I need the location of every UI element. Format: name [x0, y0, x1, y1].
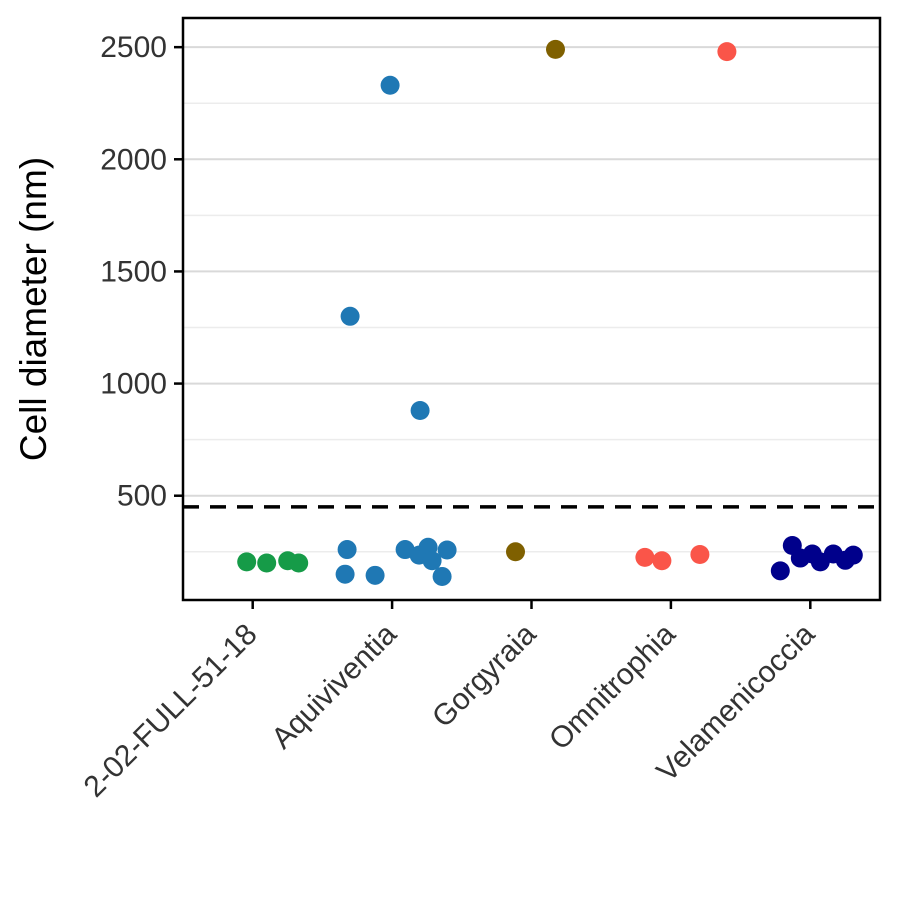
data-point	[289, 553, 309, 573]
data-point	[340, 306, 360, 326]
data-point	[432, 566, 452, 586]
data-point	[380, 75, 400, 95]
data-point	[365, 565, 385, 585]
y-axis-title: Cell diameter (nm)	[13, 157, 54, 461]
x-category-label: Aquiviventia	[265, 617, 403, 755]
data-point	[506, 542, 525, 562]
y-tick-label: 1000	[100, 368, 167, 401]
plot-area	[181, 16, 882, 602]
data-point	[410, 400, 430, 420]
x-category-label: Omnitrophia	[543, 617, 682, 756]
x-category-label: Gorgyraia	[426, 617, 543, 734]
data-point	[690, 544, 710, 564]
data-point	[337, 540, 357, 560]
y-tick-label: 500	[117, 480, 167, 513]
y-tick-label: 1500	[100, 255, 167, 288]
data-point	[652, 551, 672, 571]
data-point	[237, 552, 257, 572]
data-point	[843, 545, 863, 565]
x-category-label: 2-02-FULL-51-18	[78, 618, 264, 804]
panel-background	[183, 18, 880, 600]
data-point	[437, 540, 457, 560]
data-point	[770, 561, 790, 581]
data-point	[717, 42, 737, 62]
data-point	[546, 39, 565, 59]
y-tick-label: 2000	[100, 143, 167, 176]
data-point	[335, 564, 355, 584]
data-point	[635, 547, 655, 567]
data-point	[422, 551, 442, 571]
y-tick-label: 2500	[100, 31, 167, 64]
data-point	[257, 553, 277, 573]
